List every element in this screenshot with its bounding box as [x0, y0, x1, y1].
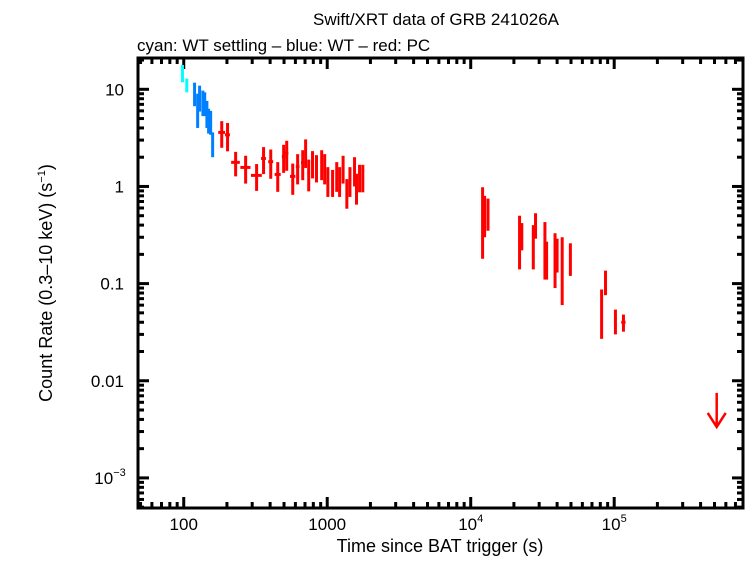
data-point	[358, 164, 362, 193]
y-axis-label: Count Rate (0.3–10 keV) (s−1)	[36, 164, 56, 402]
data-point	[486, 198, 490, 231]
data-point	[231, 151, 240, 177]
data-point	[560, 237, 564, 306]
data-point	[240, 155, 251, 184]
data-point	[289, 163, 296, 195]
data-point	[534, 213, 538, 239]
data-point	[621, 314, 626, 332]
data-point	[320, 150, 324, 181]
data-point	[311, 151, 315, 179]
data-point	[225, 122, 230, 152]
data-point	[180, 64, 184, 83]
data-point	[341, 155, 345, 184]
y-tick-label: 0.1	[100, 275, 124, 294]
data-point	[250, 164, 262, 191]
data-point	[481, 187, 485, 259]
x-tick-label-sup: 5	[621, 513, 627, 525]
y-tick-label: 0.01	[91, 372, 124, 391]
data-point	[281, 144, 286, 173]
y-tick-label: 1	[115, 177, 124, 196]
data-point	[326, 167, 330, 197]
data-point	[193, 82, 197, 107]
data-point	[338, 167, 342, 197]
upper-limit-head	[706, 412, 727, 430]
data-point	[185, 78, 189, 93]
data-point	[209, 110, 213, 135]
data-point	[315, 155, 319, 183]
data-point	[353, 157, 357, 187]
data-point	[203, 92, 207, 117]
data-point	[304, 139, 308, 168]
y-axis-label-sup: −1	[36, 170, 48, 183]
data-point	[545, 241, 549, 280]
upper-limit-arrow	[706, 392, 727, 430]
data-point	[198, 85, 202, 112]
plot-frame	[136, 56, 745, 510]
data-point	[600, 289, 604, 339]
y-axis-label-main: Count Rate (0.3–10 keV) (s	[36, 183, 56, 402]
data-point	[268, 149, 274, 179]
data-point	[331, 169, 335, 197]
x-axis-label: Time since BAT trigger (s)	[337, 536, 544, 556]
x-tick-label: 104	[458, 513, 483, 534]
data-point	[348, 167, 352, 197]
data-point	[345, 179, 349, 209]
data-point	[604, 270, 608, 296]
y-tick-label-sup: −3	[113, 467, 126, 479]
data-point	[323, 154, 327, 185]
y-tick-label: 10−3	[94, 467, 125, 488]
data-point	[207, 108, 211, 134]
chart-subtitle: cyan: WT settling – blue: WT – red: PC	[137, 36, 430, 55]
data-point	[555, 238, 559, 273]
data-point	[261, 147, 266, 175]
data-point	[613, 309, 617, 335]
x-tick-label: 1000	[308, 515, 346, 534]
data-point	[531, 225, 535, 270]
x-tick-label: 105	[602, 513, 627, 534]
data-point	[520, 223, 524, 251]
y-axis-label-end: )	[36, 164, 56, 170]
y-tick-label: 10	[105, 80, 124, 99]
data-point	[335, 162, 339, 192]
data-point	[553, 233, 557, 289]
data-point	[295, 154, 300, 185]
x-tick-label-sup: 4	[477, 513, 483, 525]
data-point	[285, 140, 289, 171]
chart-title: Swift/XRT data of GRB 241026A	[313, 10, 560, 29]
data-point	[211, 132, 215, 158]
x-tick-label: 100	[170, 515, 198, 534]
data-point	[361, 164, 365, 193]
data-point	[307, 159, 311, 192]
data-point	[355, 173, 359, 205]
data-point	[274, 162, 281, 192]
data-point	[483, 195, 487, 238]
data-point	[568, 243, 572, 276]
data-point	[218, 121, 226, 148]
data-point	[518, 215, 522, 270]
tick-labels: 100 1000 104 105 10 1 0.1 0.01 10−3	[91, 80, 627, 534]
data-point	[301, 150, 305, 181]
data-points	[180, 64, 727, 430]
